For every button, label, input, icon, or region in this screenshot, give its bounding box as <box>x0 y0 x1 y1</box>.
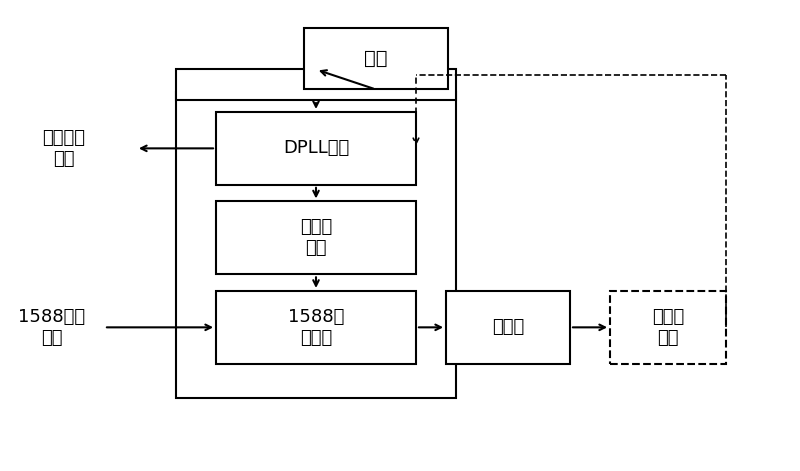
Text: 1588协议
报文: 1588协议 报文 <box>18 308 86 347</box>
FancyBboxPatch shape <box>216 112 416 185</box>
Text: 1588协
议报文: 1588协 议报文 <box>288 308 344 347</box>
Text: 同步后的
频率: 同步后的 频率 <box>42 129 86 168</box>
Text: 时间戳
模块: 时间戳 模块 <box>300 219 332 257</box>
Text: 晶振: 晶振 <box>364 49 388 68</box>
FancyBboxPatch shape <box>176 92 456 398</box>
Text: 鉴相器: 鉴相器 <box>492 318 524 336</box>
Text: 数字控
制器: 数字控 制器 <box>652 308 684 347</box>
FancyBboxPatch shape <box>176 69 456 100</box>
FancyBboxPatch shape <box>216 291 416 364</box>
Text: DPLL模块: DPLL模块 <box>283 139 349 157</box>
FancyBboxPatch shape <box>610 291 726 364</box>
FancyBboxPatch shape <box>304 28 448 89</box>
FancyBboxPatch shape <box>446 291 570 364</box>
FancyBboxPatch shape <box>216 202 416 274</box>
